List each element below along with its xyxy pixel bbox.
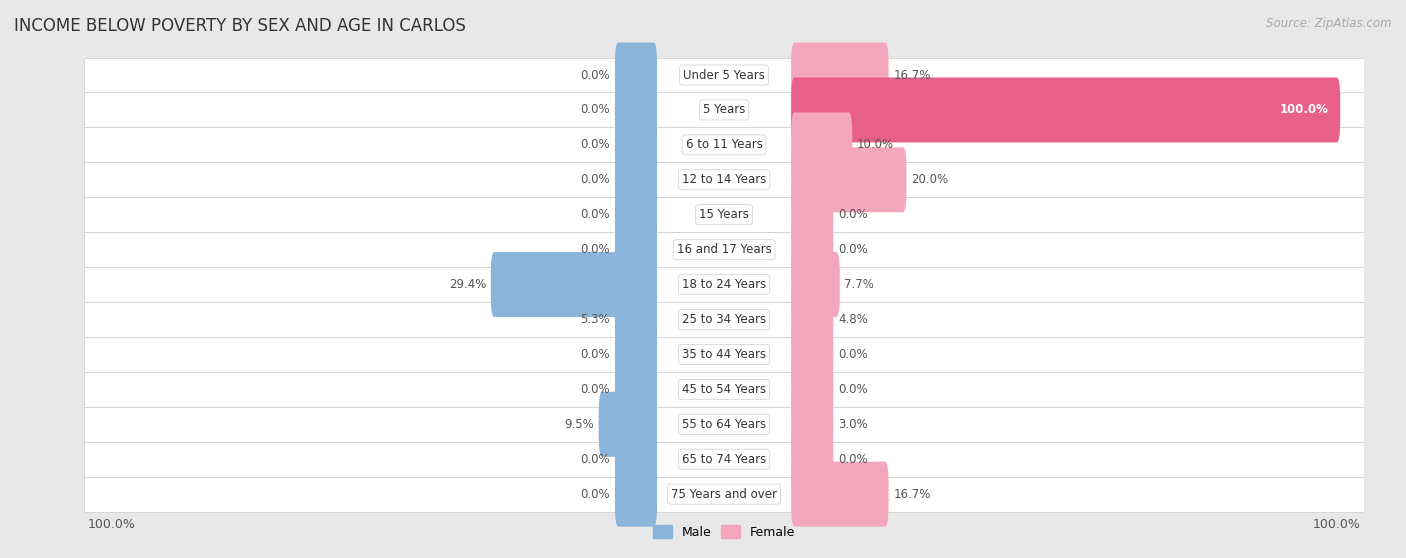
Text: INCOME BELOW POVERTY BY SEX AND AGE IN CARLOS: INCOME BELOW POVERTY BY SEX AND AGE IN C… [14,17,465,35]
Text: 0.0%: 0.0% [581,69,610,81]
FancyBboxPatch shape [792,147,907,212]
Text: 0.0%: 0.0% [581,208,610,221]
FancyBboxPatch shape [792,427,834,492]
Text: Under 5 Years: Under 5 Years [683,69,765,81]
FancyBboxPatch shape [614,182,657,247]
FancyBboxPatch shape [491,252,657,317]
Text: 0.0%: 0.0% [581,174,610,186]
Text: 0.0%: 0.0% [581,383,610,396]
Text: 18 to 24 Years: 18 to 24 Years [682,278,766,291]
Text: 35 to 44 Years: 35 to 44 Years [682,348,766,361]
Text: 75 Years and over: 75 Years and over [671,488,778,501]
Text: 0.0%: 0.0% [581,243,610,256]
Bar [84,127,1364,162]
Text: 10.0%: 10.0% [856,138,894,151]
Text: 7.7%: 7.7% [845,278,875,291]
Text: 16.7%: 16.7% [893,69,931,81]
FancyBboxPatch shape [792,252,839,317]
Bar [84,442,1364,477]
FancyBboxPatch shape [792,217,834,282]
Bar [84,93,1364,127]
Text: Source: ZipAtlas.com: Source: ZipAtlas.com [1267,17,1392,30]
Text: 29.4%: 29.4% [449,278,486,291]
FancyBboxPatch shape [614,112,657,177]
FancyBboxPatch shape [614,357,657,422]
Text: 9.5%: 9.5% [564,418,593,431]
Text: 0.0%: 0.0% [838,383,868,396]
Bar [84,57,1364,93]
Text: 0.0%: 0.0% [838,453,868,466]
Text: 12 to 14 Years: 12 to 14 Years [682,174,766,186]
FancyBboxPatch shape [792,112,852,177]
Text: 6 to 11 Years: 6 to 11 Years [686,138,762,151]
Text: 20.0%: 20.0% [911,174,948,186]
Text: 5.3%: 5.3% [581,313,610,326]
Text: 0.0%: 0.0% [838,243,868,256]
FancyBboxPatch shape [792,42,889,108]
Text: 4.8%: 4.8% [838,313,868,326]
Text: 5 Years: 5 Years [703,103,745,117]
Bar [84,337,1364,372]
Bar [84,162,1364,198]
Text: 15 Years: 15 Years [699,208,749,221]
FancyBboxPatch shape [614,217,657,282]
Text: 3.0%: 3.0% [838,418,868,431]
Text: 0.0%: 0.0% [581,488,610,501]
Bar [84,267,1364,302]
FancyBboxPatch shape [614,427,657,492]
Text: 100.0%: 100.0% [1279,103,1329,117]
FancyBboxPatch shape [792,322,834,387]
Text: 0.0%: 0.0% [581,103,610,117]
FancyBboxPatch shape [792,78,1340,142]
Text: 45 to 54 Years: 45 to 54 Years [682,383,766,396]
Text: 0.0%: 0.0% [581,138,610,151]
FancyBboxPatch shape [614,461,657,527]
Bar [84,477,1364,512]
FancyBboxPatch shape [792,392,834,457]
Text: 0.0%: 0.0% [838,348,868,361]
Bar [84,198,1364,232]
FancyBboxPatch shape [614,287,657,352]
Text: 0.0%: 0.0% [581,453,610,466]
Text: 55 to 64 Years: 55 to 64 Years [682,418,766,431]
Bar [84,372,1364,407]
Text: 25 to 34 Years: 25 to 34 Years [682,313,766,326]
FancyBboxPatch shape [614,147,657,212]
Text: 0.0%: 0.0% [581,348,610,361]
FancyBboxPatch shape [792,461,889,527]
FancyBboxPatch shape [792,287,834,352]
Text: 0.0%: 0.0% [838,208,868,221]
Bar [84,407,1364,442]
Legend: Male, Female: Male, Female [648,520,800,543]
Text: 16.7%: 16.7% [893,488,931,501]
FancyBboxPatch shape [792,182,834,247]
FancyBboxPatch shape [792,357,834,422]
Text: 16 and 17 Years: 16 and 17 Years [676,243,772,256]
Text: 65 to 74 Years: 65 to 74 Years [682,453,766,466]
FancyBboxPatch shape [614,322,657,387]
FancyBboxPatch shape [599,392,657,457]
FancyBboxPatch shape [614,42,657,108]
FancyBboxPatch shape [614,78,657,142]
Bar [84,232,1364,267]
Bar [84,302,1364,337]
